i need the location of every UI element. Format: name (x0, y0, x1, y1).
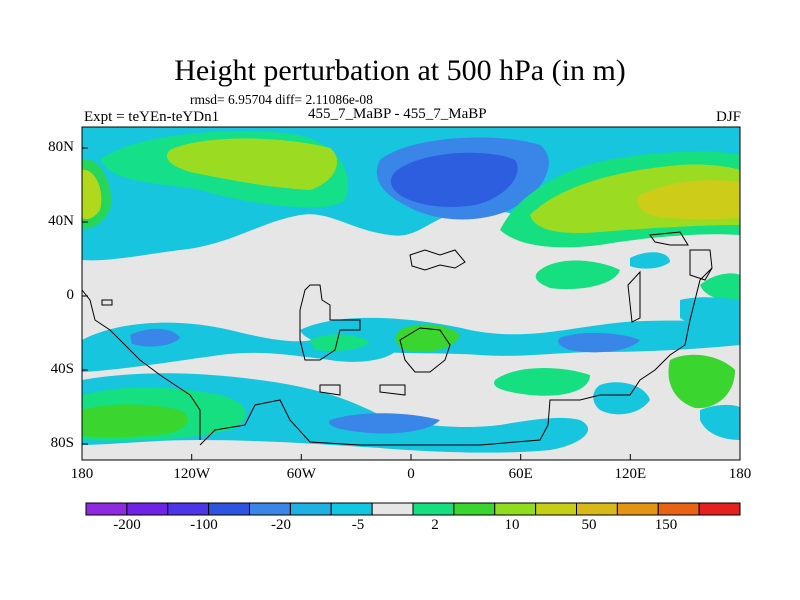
colorbar-label: -100 (190, 517, 218, 533)
colorbar-swatch (494, 502, 537, 516)
colorbar-label: 150 (654, 517, 678, 533)
lat-label-80n: 80N (48, 139, 74, 155)
season-label: DJF (715, 109, 741, 125)
colorbar-swatch (616, 502, 659, 516)
contour-yellowgreen-north (166, 138, 338, 190)
lon-label-60w: 60W (286, 466, 316, 482)
contour-green-south-c (310, 334, 370, 352)
lat-label-40s: 40S (50, 361, 74, 377)
colorbar-swatch (85, 502, 128, 516)
colorbar-swatch (412, 502, 455, 516)
runs-label: 455_7_MaBP - 455_7_MaBP (308, 106, 487, 122)
coastline-antarctica (199, 267, 713, 446)
lon-label-0: 0 (407, 466, 415, 482)
colorbar-label: -5 (351, 517, 365, 533)
contour-blue-tropic-w (155, 234, 189, 249)
coastline-asia (649, 231, 689, 246)
lat-label-eq: 0 (66, 287, 75, 303)
coastline-north-america (409, 249, 466, 271)
colorbar-swatch (330, 502, 373, 516)
lon-label-180w: 180 (70, 466, 94, 482)
coastline-small-island (319, 384, 341, 396)
contour-fields (82, 127, 740, 453)
coastline-small-island-2 (379, 384, 406, 396)
coastlines (82, 231, 713, 446)
contour-green-far-se (668, 354, 735, 409)
contour-blue-sw (130, 328, 180, 347)
contour-yellow-nw (82, 169, 102, 220)
contour-blue-southeast (680, 297, 740, 331)
colorbar-swatch (535, 502, 578, 516)
contour-deepblue-southeast (558, 332, 640, 353)
contour-blue-deep-south (329, 413, 440, 434)
experiment-label: Expt = teYEn-teYDn1 (84, 109, 220, 125)
lon-label-60e: 60E (508, 466, 533, 482)
colorbar-swatch (698, 502, 741, 516)
contour-green-tropic-ee (700, 273, 740, 301)
contour-green-south-c2 (395, 324, 460, 352)
contour-green-se (494, 368, 590, 396)
coastline-south-america (299, 284, 361, 361)
colorbar-label: -20 (271, 517, 291, 533)
colorbar-swatch (657, 502, 700, 516)
colorbar (85, 502, 741, 516)
lon-label-180e: 180 (728, 466, 752, 482)
colorbar-label: 50 (581, 517, 597, 533)
stats-text: rmsd= 6.95704 diff= 2.11086e-08 (190, 92, 373, 107)
colorbar-label: 2 (431, 517, 439, 533)
coastline-west-pacific (82, 289, 201, 440)
colorbar-label: -200 (113, 517, 141, 533)
colorbar-swatch (167, 502, 210, 516)
lat-label-80s: 80S (50, 435, 74, 451)
contour-green-tropic-e (535, 260, 620, 290)
tick-marks (81, 147, 741, 460)
colorbar-swatch (249, 502, 291, 516)
coastline-small-island-3 (101, 299, 113, 306)
colorbar-swatch (126, 502, 169, 516)
coastline-africa (399, 327, 451, 373)
coastline-asia-2 (689, 249, 713, 281)
colorbar-swatch (289, 502, 332, 516)
lat-label-40n: 40N (48, 213, 74, 229)
contour-deepblue-low (390, 152, 518, 207)
colorbar-swatch (453, 502, 496, 516)
contour-blue-far-se2 (700, 404, 740, 440)
contour-yellow-ne (637, 180, 740, 220)
coastline-australia (627, 270, 641, 323)
colorbar-swatch (208, 502, 251, 516)
contour-blue-far-se (593, 382, 650, 415)
contour-blue-tropic-e (630, 252, 670, 269)
lon-label-120e: 120E (614, 466, 647, 482)
lon-label-120w: 120W (173, 466, 211, 482)
plot-title: Height perturbation at 500 hPa (in m) (174, 54, 626, 87)
colorbar-swatch (576, 502, 618, 516)
colorbar-label: 10 (504, 517, 520, 533)
colorbar-swatch (371, 502, 414, 516)
contour-yellowgreen-southern-w (82, 404, 188, 438)
